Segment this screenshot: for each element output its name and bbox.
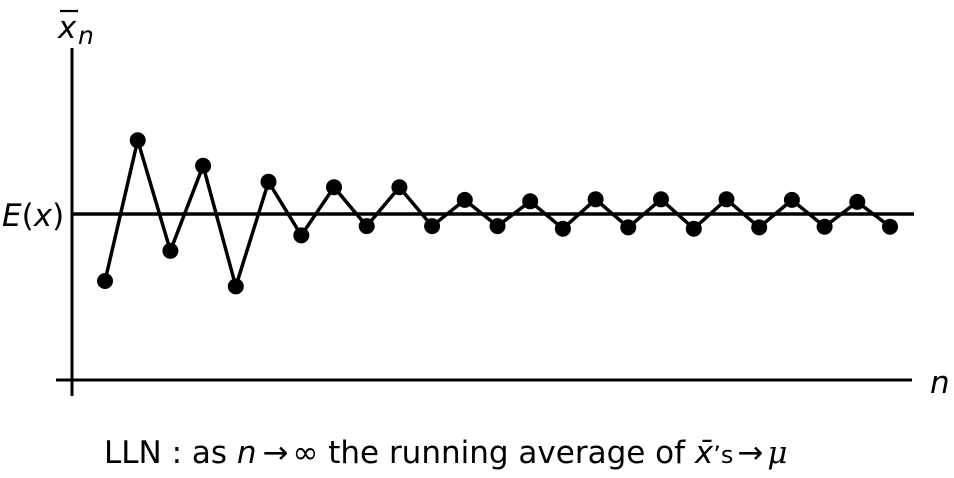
data-point bbox=[358, 218, 375, 235]
data-point bbox=[260, 173, 277, 190]
data-point bbox=[783, 191, 800, 208]
data-point bbox=[326, 179, 342, 196]
data-point bbox=[129, 132, 146, 149]
data-points bbox=[97, 132, 898, 295]
data-point bbox=[424, 218, 441, 235]
x-axis-label: n bbox=[930, 365, 950, 401]
data-point bbox=[489, 218, 506, 235]
caption-prefix: LLN : as bbox=[104, 435, 237, 471]
reference-line-label: E(x) bbox=[2, 198, 64, 234]
data-point bbox=[195, 157, 212, 174]
data-point bbox=[97, 273, 113, 289]
data-point bbox=[816, 218, 833, 235]
data-point bbox=[849, 193, 866, 210]
caption-middle: the running average of bbox=[318, 435, 695, 471]
y-axis-label: x n bbox=[57, 9, 94, 50]
data-point bbox=[751, 219, 768, 236]
data-point bbox=[162, 242, 179, 259]
data-point bbox=[522, 193, 539, 210]
data-point bbox=[456, 191, 473, 208]
data-point bbox=[554, 220, 571, 237]
caption: LLN : as n → ∞ the running average of x̄’s… bbox=[104, 435, 788, 471]
data-point bbox=[391, 179, 408, 196]
data-point bbox=[685, 220, 702, 237]
caption-n: n bbox=[237, 435, 257, 471]
svg-text:n: n bbox=[78, 21, 94, 50]
caption-arrow-2: → bbox=[737, 435, 763, 471]
caption-mu: μ bbox=[767, 435, 787, 471]
data-point bbox=[227, 278, 244, 295]
caption-arrow-1: → bbox=[263, 435, 289, 471]
svg-text:x: x bbox=[57, 10, 77, 46]
data-point bbox=[882, 218, 898, 235]
caption-apos: ’s bbox=[713, 441, 733, 469]
caption-infinity: ∞ bbox=[293, 435, 319, 471]
data-point bbox=[620, 219, 637, 236]
data-point bbox=[718, 191, 735, 208]
data-point bbox=[587, 191, 604, 208]
data-point bbox=[653, 191, 669, 208]
caption-xbar: x̄ bbox=[694, 435, 714, 471]
data-point bbox=[293, 227, 310, 244]
